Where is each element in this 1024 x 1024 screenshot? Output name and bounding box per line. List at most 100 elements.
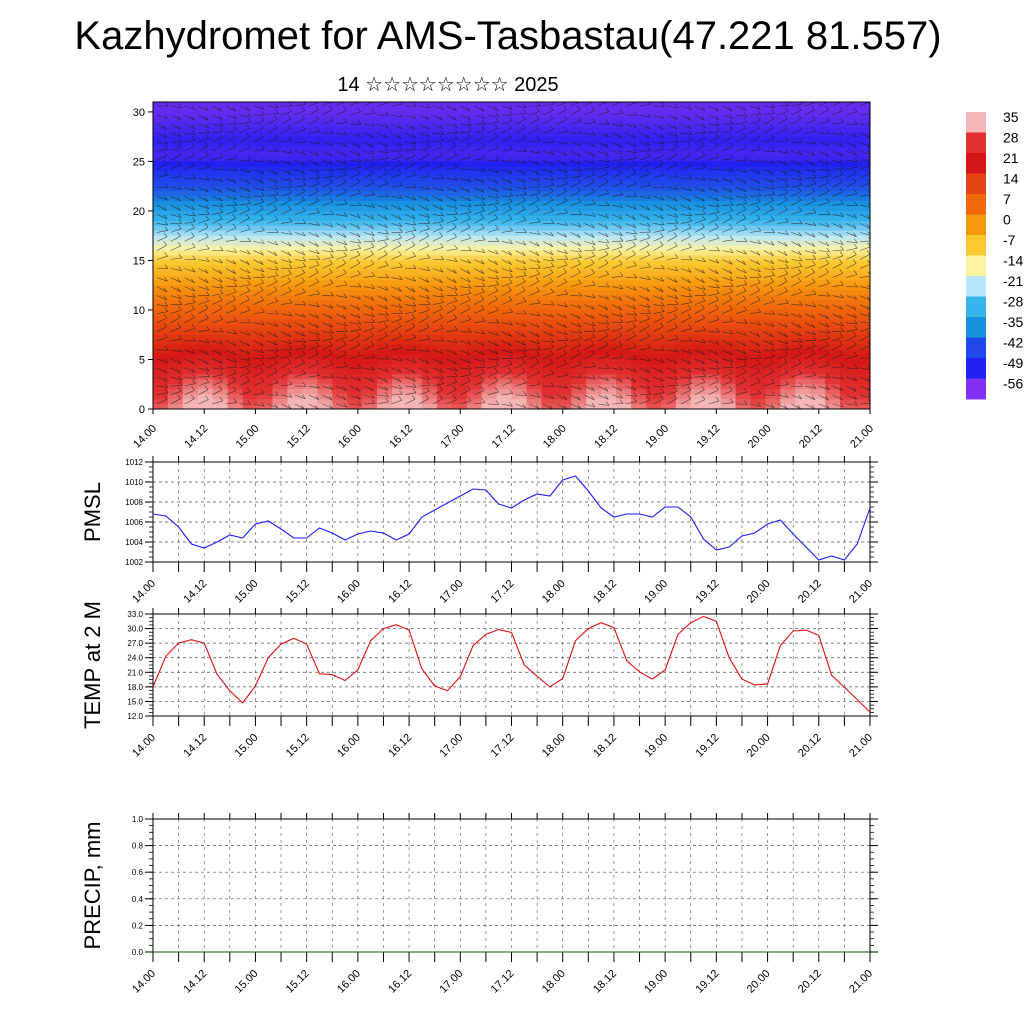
wind-barb-flag	[329, 97, 332, 101]
wind-barb-flag	[329, 197, 334, 203]
wind-barb	[556, 183, 568, 188]
heatmap-cell	[631, 121, 647, 128]
wind-barb-flag	[467, 214, 471, 219]
wind-barb-flag	[757, 110, 762, 115]
heatmap-cell	[302, 225, 318, 232]
heatmap-cell	[690, 349, 707, 356]
wind-barb-flag	[315, 105, 319, 110]
heatmap-cell	[392, 210, 408, 217]
heatmap-cell	[227, 265, 244, 271]
heatmap-cell	[601, 275, 617, 281]
wind-barb-flag	[219, 165, 224, 170]
heatmap-cell	[317, 265, 333, 271]
heatmap-cell	[481, 255, 498, 262]
wind-barb-flag	[164, 226, 169, 231]
heatmap-cell	[750, 319, 767, 326]
wind-barb	[584, 263, 595, 269]
heatmap-cell	[645, 295, 662, 301]
wind-barb	[846, 102, 855, 107]
heatmap-cell	[840, 250, 856, 257]
heatmap-cell	[227, 255, 244, 262]
heatmap-cell	[645, 255, 662, 262]
heatmap-cell	[690, 280, 707, 286]
heatmap-cell	[631, 314, 647, 321]
heatmap-cell	[406, 250, 423, 257]
heatmap-cell	[481, 309, 498, 316]
wind-barb-flag	[343, 170, 347, 175]
wind-barb-flag	[301, 161, 305, 166]
heatmap-cell	[406, 275, 423, 281]
wind-barb	[156, 123, 167, 130]
heatmap-cell	[825, 364, 841, 370]
heatmap-cell	[332, 309, 348, 316]
heatmap-cell	[810, 102, 826, 108]
wind-barb-flag	[770, 134, 775, 139]
heatmap-cell	[332, 146, 348, 153]
wind-barb-flag	[425, 115, 430, 120]
heatmap-cell	[436, 334, 453, 341]
wind-barb-flag	[288, 148, 293, 154]
heatmap-cell	[720, 290, 737, 296]
heatmap-cell	[675, 354, 692, 361]
heatmap-cell	[481, 245, 498, 252]
wind-barb	[515, 112, 527, 116]
heatmap-cell	[541, 230, 557, 237]
wind-barb	[722, 105, 733, 112]
heatmap-cell	[481, 146, 498, 153]
wind-barb	[515, 259, 526, 265]
wind-barb	[625, 183, 637, 188]
heatmap-cell	[377, 379, 393, 385]
heatmap-cell	[287, 131, 303, 138]
heatmap-cell	[272, 230, 289, 237]
wind-barb	[846, 173, 857, 179]
wind-barb-flag	[163, 151, 168, 156]
heatmap-cell	[153, 215, 169, 222]
heatmap-cell	[332, 141, 348, 148]
heatmap-cell	[571, 220, 587, 227]
heatmap-cell	[750, 151, 767, 158]
heatmap-cell	[616, 384, 632, 390]
heatmap-cell	[855, 324, 870, 331]
heatmap-cell	[481, 205, 498, 212]
heatmap-cell	[840, 280, 856, 286]
wind-barb	[294, 250, 306, 256]
heatmap-cell	[511, 255, 528, 262]
wind-barb	[680, 132, 692, 135]
heatmap-cell	[780, 314, 796, 321]
wind-barb	[529, 159, 540, 166]
heatmap-cell	[795, 186, 811, 192]
wind-barb-flag	[384, 215, 388, 220]
wind-barb-flag	[784, 258, 789, 263]
heatmap-cell	[317, 136, 333, 143]
wind-barb	[529, 259, 540, 263]
heatmap-cell	[780, 225, 796, 232]
heatmap-cell	[705, 344, 722, 351]
heatmap-cell	[153, 146, 169, 153]
wind-barb	[501, 177, 512, 184]
wind-barb	[460, 227, 471, 233]
heatmap-cell	[511, 329, 528, 336]
heatmap-cell	[571, 379, 587, 385]
wind-barb	[391, 205, 402, 211]
heatmap-cell	[436, 136, 453, 143]
heatmap-cell	[212, 290, 229, 296]
heatmap-cell	[616, 151, 632, 158]
wind-barb	[818, 141, 830, 147]
wind-barb-flag	[192, 174, 196, 179]
wind-barb-flag	[219, 208, 224, 213]
heatmap-cell	[466, 201, 483, 207]
heatmap-cell	[212, 161, 229, 167]
wind-barb-flag	[480, 142, 485, 147]
heatmap-cell	[795, 280, 811, 286]
heatmap-cell	[780, 111, 796, 118]
heatmap-cell	[705, 102, 722, 108]
heatmap-cell	[735, 191, 752, 197]
heatmap-cell	[690, 181, 707, 187]
heatmap-cell	[526, 300, 542, 306]
heatmap-cell	[645, 285, 662, 291]
heatmap-cell	[317, 270, 333, 276]
heatmap-cell	[287, 186, 303, 192]
wind-barb	[432, 221, 444, 224]
heatmap-cell	[436, 205, 453, 212]
heatmap-cell	[675, 166, 692, 172]
